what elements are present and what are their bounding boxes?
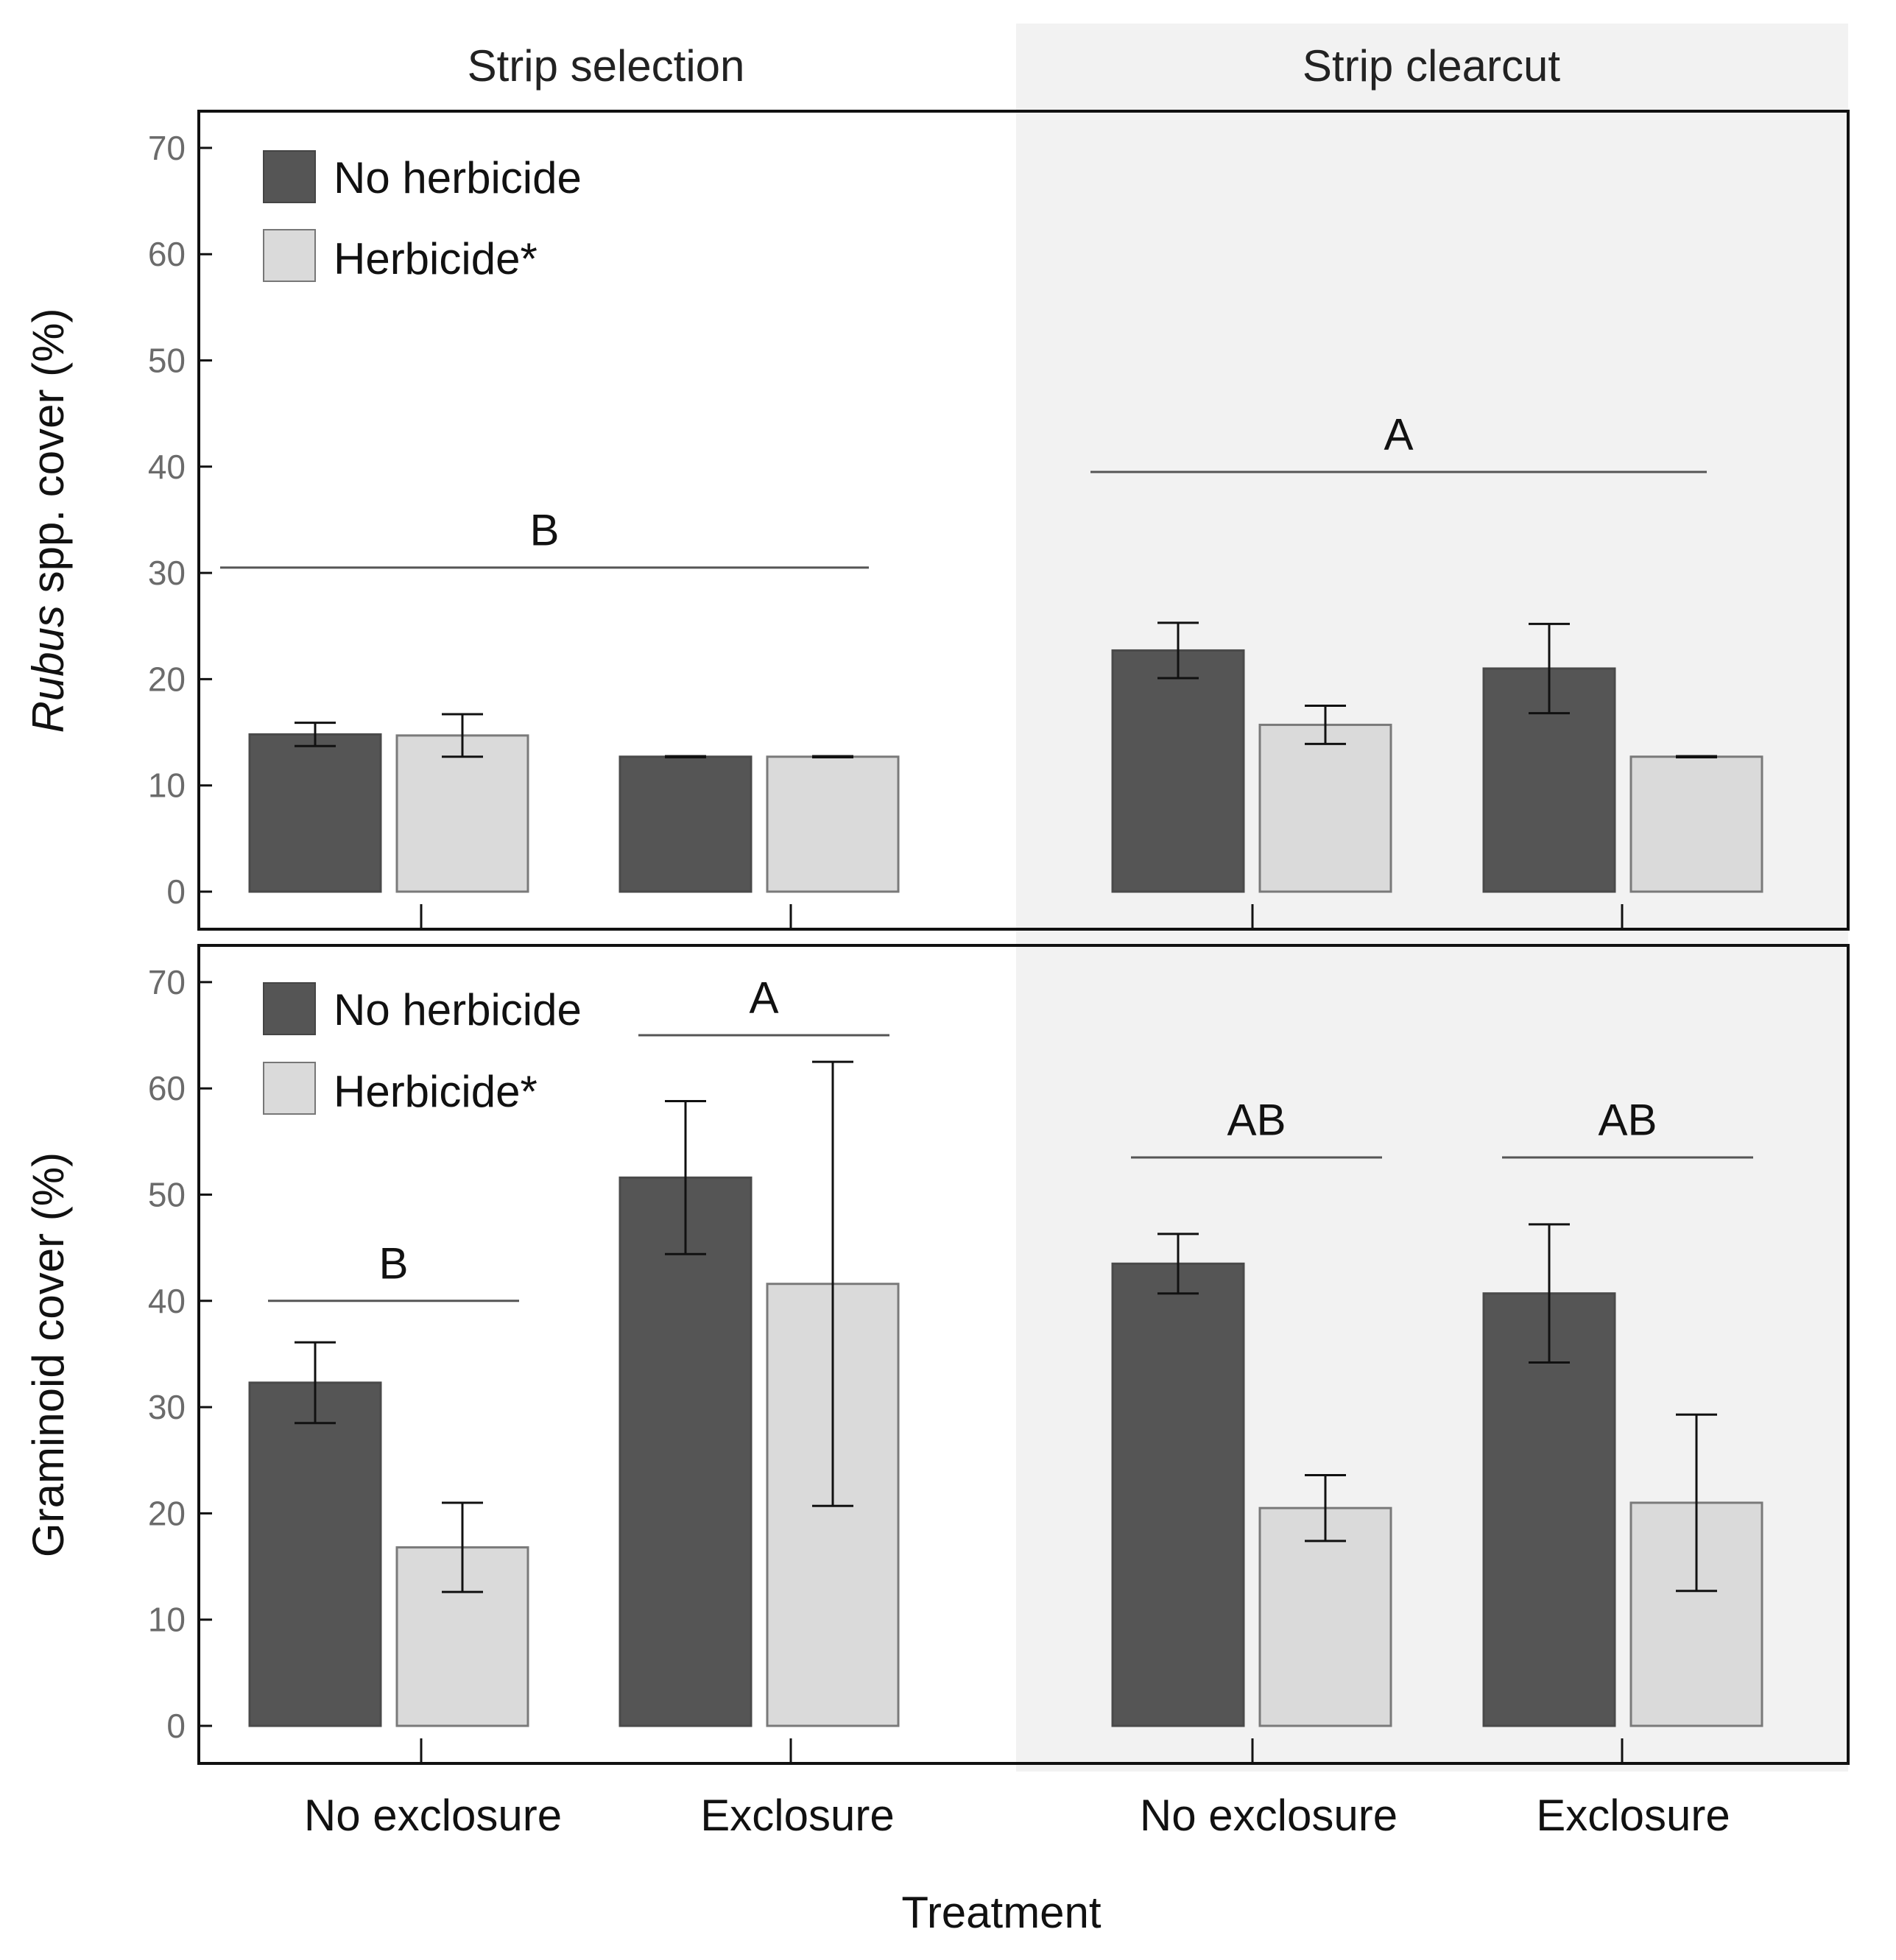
bottom-y-axis-title: Graminoid cover (%) <box>24 1152 73 1557</box>
top-error-bar <box>442 713 483 758</box>
top-legend: No herbicide Herbicide* <box>263 150 582 283</box>
bottom-error-bar <box>812 1060 853 1507</box>
top-error-bar <box>812 755 853 758</box>
bottom-error-bar <box>665 1100 706 1255</box>
bottom-bars <box>248 1060 1763 1727</box>
bottom-legend-swatch-no-herbicide <box>263 982 316 1035</box>
bottom-ytick-label: 20 <box>148 1494 186 1532</box>
bottom-ytick-label: 60 <box>148 1069 186 1107</box>
top-bar-herbicide <box>766 755 900 893</box>
top-y-axis-title-italic: Rubus <box>24 605 73 733</box>
bottom-error-bar <box>295 1341 336 1425</box>
bottom-sig-letter-selection-no-exclosure: B <box>378 1238 408 1288</box>
top-error-bar <box>1157 621 1199 680</box>
bottom-bar-no-herbicide <box>1482 1292 1616 1727</box>
bottom-sig-letter-clearcut-exclosure: AB <box>1598 1095 1657 1144</box>
bottom-bar-no-herbicide <box>619 1176 753 1727</box>
top-ytick-label: 20 <box>148 660 186 698</box>
top-bar-herbicide <box>395 734 529 893</box>
x-label-selection-exclosure: Exclosure <box>700 1791 894 1840</box>
bottom-ytick-label: 0 <box>166 1707 186 1745</box>
bottom-ytick-label: 40 <box>148 1282 186 1320</box>
top-ytick-label: 30 <box>148 554 186 592</box>
top-bar-no-herbicide <box>1482 667 1616 893</box>
top-error-bar <box>1305 704 1346 745</box>
bottom-error-bar <box>1157 1233 1199 1295</box>
top-bar-herbicide <box>1258 723 1392 893</box>
top-bar-no-herbicide <box>1111 649 1245 893</box>
bottom-sig-letter-selection-exclosure: A <box>749 973 778 1023</box>
top-legend-swatch-no-herbicide <box>263 150 316 203</box>
top-bar-herbicide <box>1629 755 1763 893</box>
top-legend-swatch-herbicide <box>263 229 316 282</box>
x-label-selection-no-exclosure: No exclosure <box>304 1791 562 1840</box>
bottom-panel-frame <box>197 944 1850 1765</box>
bottom-bar-no-herbicide <box>1111 1262 1245 1727</box>
bottom-ytick-label: 10 <box>148 1601 186 1639</box>
bottom-sig-letter-clearcut-no-exclosure: AB <box>1227 1095 1286 1144</box>
bottom-legend-label-no-herbicide: No herbicide <box>334 985 582 1034</box>
bottom-grid-ticks <box>199 981 1624 1763</box>
bottom-ytick-label: 50 <box>148 1176 186 1214</box>
panel-top: 0 10 20 30 40 50 60 70 B A No herbicide … <box>24 110 1850 931</box>
bottom-annotations <box>268 1034 1753 1302</box>
bottom-legend-swatch-herbicide <box>263 1062 316 1115</box>
top-ytick-label: 50 <box>148 342 186 380</box>
top-panel-frame <box>197 110 1850 931</box>
facet-label-strip-selection: Strip selection <box>468 41 745 91</box>
top-legend-label-no-herbicide: No herbicide <box>334 153 582 202</box>
top-tick-labels: 0 10 20 30 40 50 60 70 <box>148 129 186 911</box>
bottom-legend: No herbicide Herbicide* <box>263 982 582 1116</box>
top-ytick-label: 60 <box>148 235 186 273</box>
bottom-error-bar <box>442 1501 483 1593</box>
top-ytick-label: 40 <box>148 448 186 486</box>
top-error-bar <box>295 722 336 747</box>
bottom-legend-label-herbicide: Herbicide* <box>334 1067 538 1116</box>
top-grid-ticks <box>199 147 1624 929</box>
panel-bottom: 0 10 20 30 40 50 60 70 B A AB AB No herb… <box>24 944 1850 1765</box>
top-error-bar <box>665 755 706 758</box>
top-error-bar <box>1676 755 1717 758</box>
top-sig-letter-clearcut: A <box>1384 410 1413 459</box>
facet-label-strip-clearcut: Strip clearcut <box>1303 41 1560 91</box>
bottom-error-bar <box>1676 1413 1717 1593</box>
x-axis-title: Treatment <box>901 1888 1102 1937</box>
top-ytick-label: 10 <box>148 766 186 805</box>
bottom-error-bar <box>1529 1223 1570 1364</box>
top-legend-label-herbicide: Herbicide* <box>334 234 538 283</box>
bottom-bar-herbicide <box>1258 1506 1392 1727</box>
x-label-clearcut-no-exclosure: No exclosure <box>1140 1791 1398 1840</box>
x-label-clearcut-exclosure: Exclosure <box>1536 1791 1730 1840</box>
top-annotations <box>220 470 1707 569</box>
top-error-bar <box>1529 622 1570 715</box>
top-bar-no-herbicide <box>619 755 753 893</box>
bottom-ytick-label: 30 <box>148 1388 186 1426</box>
top-ytick-label: 0 <box>166 873 186 911</box>
top-bars <box>248 621 1763 893</box>
bottom-tick-labels: 0 10 20 30 40 50 60 70 <box>148 963 186 1745</box>
top-sig-letter-selection: B <box>529 505 559 554</box>
top-y-axis-title: Rubus spp. cover (%) <box>24 309 73 733</box>
top-ytick-label: 70 <box>148 129 186 167</box>
top-bar-no-herbicide <box>248 733 382 893</box>
top-y-axis-title-rest: spp. cover (%) <box>24 309 73 605</box>
bottom-error-bar <box>1305 1473 1346 1543</box>
bottom-bar-no-herbicide <box>248 1381 382 1727</box>
bottom-ytick-label: 70 <box>148 963 186 1001</box>
